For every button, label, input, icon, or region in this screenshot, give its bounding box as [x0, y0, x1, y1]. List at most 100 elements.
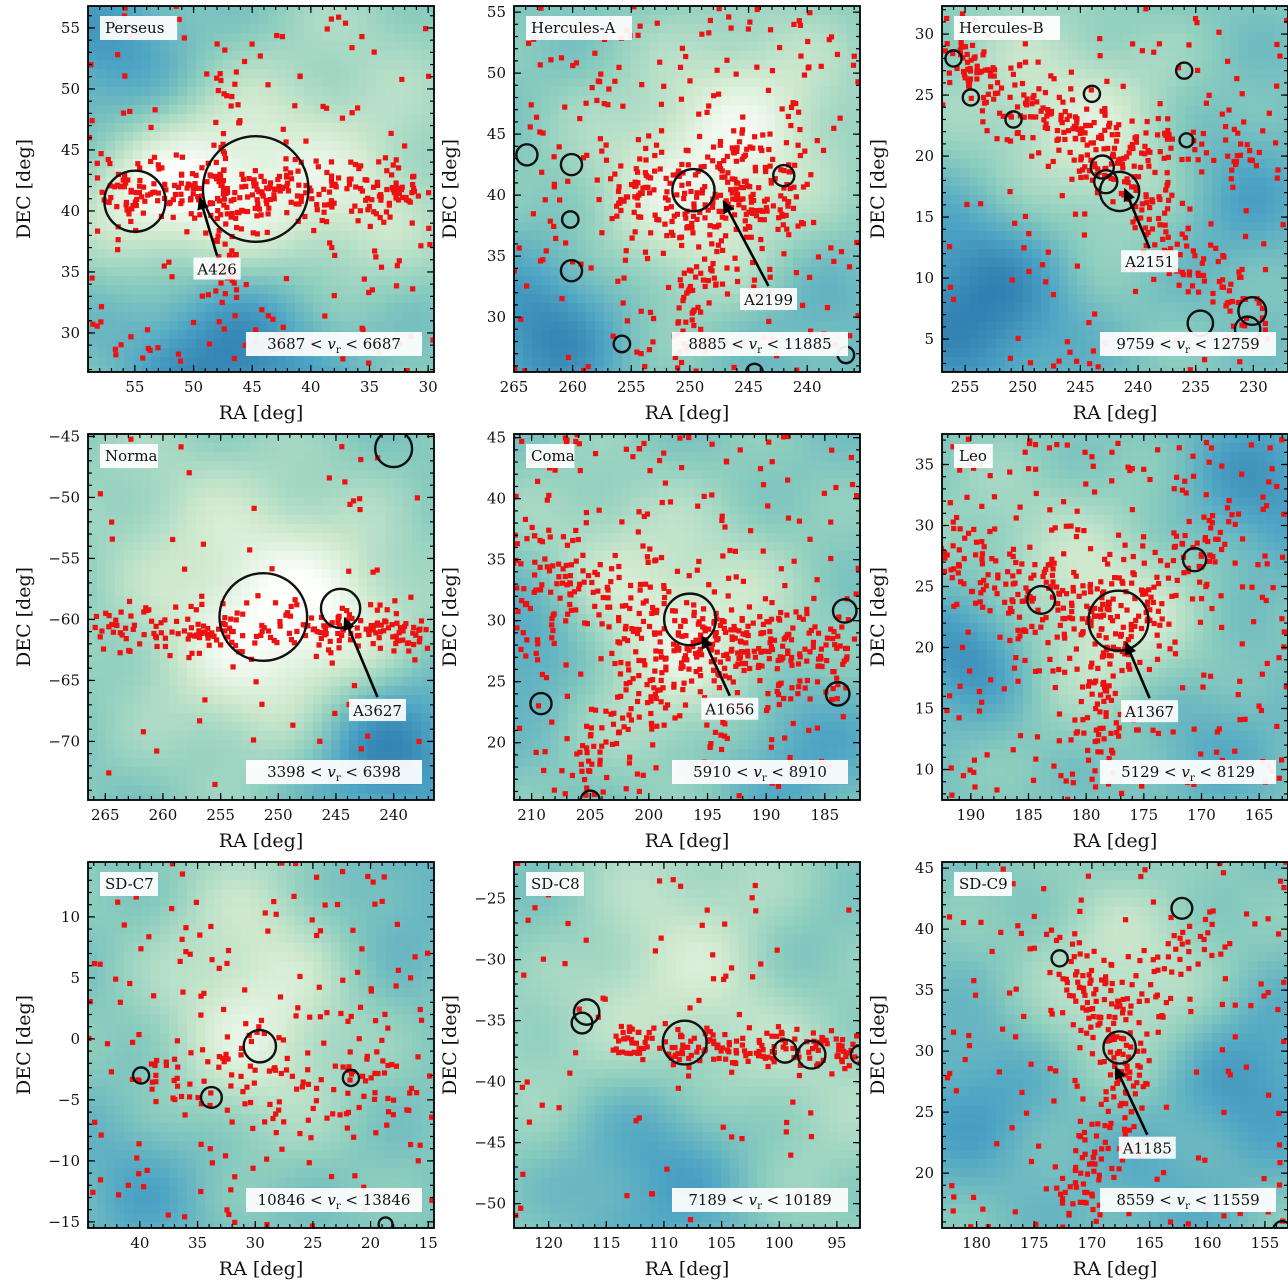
- galaxy-point: [283, 156, 289, 162]
- galaxy-point: [834, 1053, 840, 1060]
- galaxy-point: [590, 589, 596, 595]
- galaxy-point: [1105, 694, 1111, 700]
- galaxy-point: [126, 211, 132, 217]
- galaxy-point: [571, 589, 578, 595]
- galaxy-point: [728, 627, 734, 633]
- galaxy-point: [786, 232, 792, 238]
- galaxy-point: [994, 591, 1000, 597]
- galaxy-point: [654, 723, 660, 729]
- galaxy-point: [137, 177, 143, 184]
- galaxy-point: [634, 771, 640, 777]
- galaxy-point: [807, 10, 813, 16]
- galaxy-point: [172, 191, 179, 198]
- galaxy-point: [1109, 449, 1115, 455]
- galaxy-point: [741, 205, 747, 211]
- galaxy-point: [349, 208, 355, 214]
- galaxy-point: [719, 1045, 726, 1051]
- galaxy-point: [694, 190, 700, 196]
- galaxy-point: [726, 14, 732, 20]
- galaxy-point: [1045, 163, 1051, 169]
- x-tick-label: 240: [379, 806, 408, 824]
- galaxy-point: [618, 163, 624, 169]
- galaxy-point: [1061, 551, 1067, 557]
- galaxy-point: [597, 749, 603, 755]
- galaxy-point: [634, 698, 641, 705]
- galaxy-point: [734, 145, 740, 151]
- galaxy-point: [1198, 751, 1204, 757]
- galaxy-point: [992, 90, 999, 97]
- galaxy-point: [328, 173, 335, 179]
- x-axis-label: RA [deg]: [1073, 402, 1157, 424]
- galaxy-point: [1116, 725, 1122, 731]
- galaxy-point: [514, 365, 518, 372]
- galaxy-point: [1098, 132, 1104, 139]
- velocity-box: [672, 332, 848, 356]
- galaxy-point: [627, 679, 633, 686]
- galaxy-point: [818, 63, 824, 69]
- galaxy-point: [695, 621, 701, 627]
- galaxy-point: [544, 497, 550, 503]
- galaxy-point: [336, 645, 342, 651]
- galaxy-point: [414, 495, 420, 501]
- galaxy-point: [758, 236, 764, 243]
- galaxy-point: [573, 1050, 579, 1056]
- galaxy-point: [378, 622, 384, 628]
- galaxy-point: [306, 1160, 312, 1166]
- galaxy-point: [704, 109, 710, 115]
- galaxy-point: [583, 745, 590, 751]
- galaxy-point: [666, 1051, 672, 1057]
- galaxy-point: [726, 675, 733, 681]
- galaxy-point: [696, 111, 702, 117]
- galaxy-point: [554, 581, 560, 587]
- galaxy-point: [573, 558, 579, 564]
- galaxy-point: [335, 630, 341, 637]
- galaxy-point: [326, 475, 332, 481]
- galaxy-point: [1125, 637, 1131, 643]
- cluster-circle: [319, 587, 362, 630]
- galaxy-point: [636, 1115, 642, 1121]
- galaxy-point: [743, 178, 749, 184]
- galaxy-point: [1000, 113, 1006, 119]
- galaxy-point: [377, 192, 384, 198]
- galaxy-point: [408, 975, 414, 981]
- galaxy-point: [390, 1097, 397, 1103]
- galaxy-point: [573, 607, 579, 613]
- galaxy-point: [804, 658, 810, 664]
- galaxy-point: [947, 500, 953, 506]
- galaxy-point: [962, 44, 969, 50]
- galaxy-point: [979, 699, 985, 705]
- galaxy-point: [373, 630, 379, 636]
- galaxy-point: [772, 176, 778, 182]
- galaxy-point: [840, 1048, 847, 1054]
- galaxy-point: [710, 976, 717, 982]
- x-tick-label: 120: [534, 1234, 563, 1252]
- galaxy-point: [643, 145, 649, 152]
- galaxy-point: [724, 265, 730, 271]
- galaxy-point: [1063, 976, 1069, 982]
- galaxy-point: [1112, 1014, 1118, 1021]
- galaxy-point: [791, 184, 797, 190]
- galaxy-point: [348, 176, 354, 182]
- x-tick-label: 95: [827, 1234, 846, 1252]
- galaxy-point: [1120, 1036, 1127, 1042]
- cluster-circle: [961, 88, 981, 107]
- galaxy-point: [980, 52, 986, 58]
- galaxy-point: [1106, 607, 1112, 613]
- galaxy-point: [1022, 449, 1028, 455]
- galaxy-point: [1139, 207, 1145, 213]
- galaxy-point: [1151, 584, 1157, 590]
- galaxy-point: [757, 145, 764, 151]
- galaxy-point: [716, 222, 722, 228]
- galaxy-point: [786, 169, 792, 175]
- galaxy-point: [229, 210, 235, 217]
- galaxy-point: [970, 465, 977, 471]
- galaxy-point: [230, 664, 236, 670]
- cluster-circle: [559, 152, 584, 177]
- x-tick-label: 30: [246, 1234, 265, 1252]
- galaxy-point: [196, 628, 202, 634]
- galaxy-point: [348, 1013, 354, 1020]
- galaxy-point: [141, 632, 147, 638]
- y-tick-label: −5: [58, 1091, 80, 1109]
- galaxy-point: [1136, 998, 1142, 1004]
